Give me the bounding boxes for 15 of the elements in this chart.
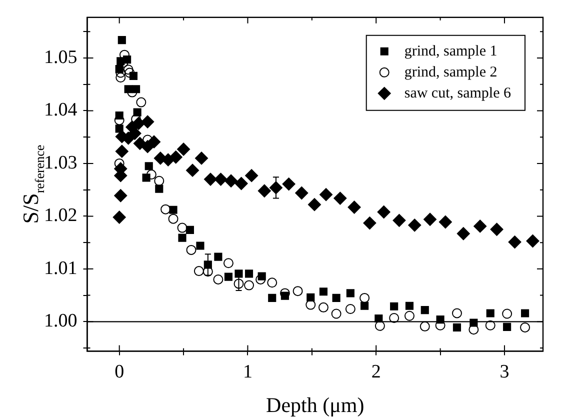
x-axis-title: Depth (μm) (266, 393, 364, 417)
x-tick-label: 2 (371, 362, 381, 383)
y-tick-label: 1.01 (44, 258, 78, 279)
y-tick-label: 1.04 (44, 100, 78, 121)
y-tick-label: 1.02 (44, 205, 78, 226)
y-tick-label: 1.05 (44, 46, 78, 68)
legend-label: grind, sample 2 (404, 64, 498, 80)
y-tick-label: 1.00 (44, 310, 78, 332)
x-tick-label: 1 (242, 362, 252, 383)
y-tick-label: 1.03 (44, 152, 78, 174)
x-tick-label: 0 (114, 362, 124, 383)
legend-label: grind, sample 1 (404, 43, 498, 60)
legend-label: saw cut, sample 6 (404, 85, 512, 102)
y-axis-title: S/Sreference (18, 144, 47, 224)
x-tick-label: 3 (500, 362, 510, 383)
